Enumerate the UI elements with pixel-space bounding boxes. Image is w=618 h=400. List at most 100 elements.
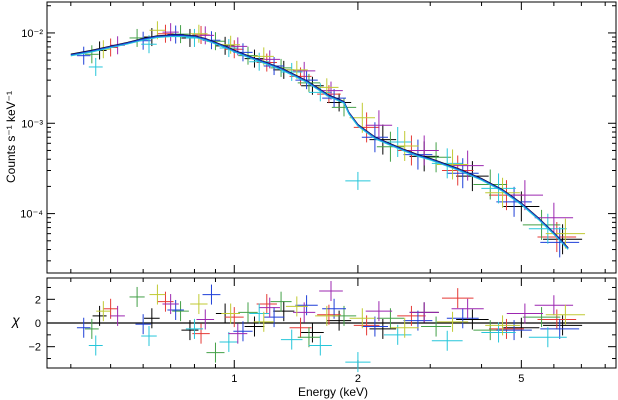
spectrum-data-point [376,131,404,162]
spectrum-data-point [383,127,412,158]
spectrum-data-point [84,45,99,64]
spectrum-model-curves [70,34,569,250]
residual-data-point [285,296,308,317]
residual-data-point [543,315,583,336]
spectrum-panel: 10⁻⁴ 10⁻³ 10⁻² Counts s⁻¹ keV⁻¹ [4,1,617,274]
residual-panel: 1 2 5 −2 0 2 χ [10,277,617,385]
residual-data-point [228,323,248,344]
residual-data-point [206,342,225,363]
residual-y-tick-label: −2 [28,342,41,354]
residual-data-point [172,301,189,322]
residual-data-point [202,284,221,305]
spectrum-data-point [543,224,583,255]
residual-data-point [190,294,208,315]
residual-data-point [253,311,274,332]
spectrum-data-point [503,191,540,222]
residual-data-points [76,281,586,373]
spectrum-data-point [545,218,586,249]
residual-data-point [185,318,204,339]
model-curve [70,36,569,250]
spectrum-y-tick-label: 10⁻³ [21,118,43,130]
residual-data-point [315,305,339,326]
residual-data-point [421,316,452,337]
residual-y-tick-label: 2 [35,294,41,306]
residual-data-point [92,305,107,326]
residual-data-point [244,316,265,337]
residual-data-point [534,295,574,316]
residual-data-point [135,314,151,335]
residual-data-point [451,298,484,319]
spectrum-data-point [327,93,352,112]
residual-data-point [88,335,103,356]
residual-axes: 1 2 5 −2 0 2 [28,278,616,385]
residual-data-point [489,318,524,339]
spectrum-data-point [190,24,208,43]
residual-data-point [301,322,324,343]
spectrum-data-point [88,57,103,76]
residual-data-point [409,302,439,323]
residual-data-point [503,317,540,338]
residual-data-point [397,305,426,326]
spectrum-data-point [506,180,544,211]
residual-data-point [141,326,157,347]
residual-data-point [221,303,240,324]
spectrum-y-axis-label: Counts s⁻¹ keV⁻¹ [4,91,18,183]
model-curve [70,34,569,250]
x-tick-label: 1 [231,373,237,385]
residual-data-point [431,330,463,351]
residual-data-point [144,308,160,329]
residual-data-point [390,317,419,338]
residual-data-point [84,318,99,339]
residual-data-point [308,335,332,356]
spectrum-axes: 10⁻⁴ 10⁻³ 10⁻² [20,2,616,273]
spectrum-data-point [369,124,397,155]
residual-y-axis-label: χ [10,312,20,328]
spectrum-data-point [409,135,439,166]
residual-data-point [259,297,280,318]
residual-data-point [456,309,489,330]
residual-data-point [345,352,371,373]
residual-data-point [522,307,561,328]
residual-data-point [369,318,397,339]
residual-data-point [485,315,520,336]
residual-data-point [540,318,580,339]
x-axis-label: Energy (keV) [298,385,368,399]
spectrum-data-point [431,148,463,179]
x-tick-label: 5 [518,373,524,385]
residual-data-point [506,303,544,324]
residual-data-point [365,301,393,322]
residual-data-point [192,323,210,344]
residual-data-point [441,288,474,309]
spectrum-data-point [317,85,341,104]
spectrum-data-points [76,21,586,258]
residual-data-point [167,299,184,320]
residual-data-point [224,307,244,328]
residual-data-point [528,327,567,348]
residual-data-point [256,294,277,315]
spectrum-data-point [196,26,215,45]
residual-data-point [76,317,91,338]
spectrum-data-point [129,28,145,47]
residual-data-point [162,294,179,315]
spectrum-data-point [345,171,371,190]
residual-data-point [537,309,577,330]
spectrum-data-point [446,158,479,189]
residual-data-point [349,308,376,329]
residual-data-point [280,329,303,350]
residual-data-point [327,310,352,331]
residual-data-point [289,317,312,338]
residual-data-point [317,304,341,325]
residual-data-point [96,301,111,322]
residual-data-point [233,321,253,342]
model-curve [70,34,569,249]
spectrum-data-point [534,202,574,233]
residual-data-point [129,286,145,307]
spectrum-y-tick-label: 10⁻² [21,28,43,40]
spectrum-data-point [76,46,91,65]
residual-data-point [219,331,239,352]
spectrum-data-point [365,110,393,141]
residual-data-point [361,316,388,337]
spectrum-y-tick-label: 10⁻⁴ [20,209,43,221]
residual-data-point [196,309,215,330]
